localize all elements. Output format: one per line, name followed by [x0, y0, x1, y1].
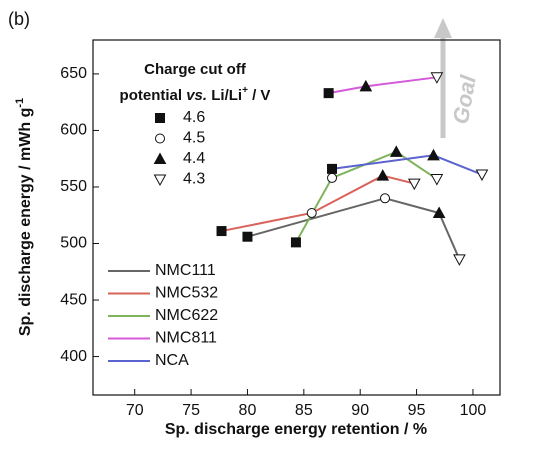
legend-label: NMC622 — [155, 307, 218, 324]
series-line — [328, 76, 437, 95]
y-tick-label: 400 — [60, 348, 87, 365]
y-tick-label: 650 — [60, 65, 87, 82]
data-point — [306, 207, 317, 218]
data-point — [323, 88, 334, 99]
x-tick-label: 85 — [295, 402, 313, 419]
legend-label: 4.4 — [183, 150, 205, 167]
x-axis-label: Sp. discharge energy retention / % — [165, 421, 427, 438]
data-point — [407, 178, 421, 191]
marker-legend-title: Charge cut off — [144, 61, 247, 78]
legend-label: NMC811 — [155, 330, 217, 347]
x-tick-label: 95 — [408, 402, 426, 419]
title-part: vs. — [186, 87, 207, 104]
data-point — [359, 79, 373, 92]
data-point — [475, 169, 489, 182]
goal-arrow — [434, 18, 452, 138]
y-tick-label: 550 — [60, 178, 87, 195]
legend-label: NCA — [155, 352, 189, 369]
legend-marker — [153, 152, 167, 164]
x-tick-label: 75 — [182, 402, 200, 419]
x-tick-label: 70 — [126, 402, 144, 419]
data-point — [327, 172, 338, 183]
goal-annotation: Goal — [448, 73, 481, 126]
x-tick-label: 90 — [351, 402, 369, 419]
legend-label: 4.5 — [183, 130, 205, 147]
legend-marker — [155, 113, 165, 123]
series-line — [221, 174, 415, 233]
y-label-text: Sp. discharge energy / mWh g — [17, 108, 34, 337]
legend-label: 4.3 — [183, 171, 205, 188]
legend-label: 4.6 — [183, 109, 205, 126]
x-tick-label: 80 — [239, 402, 257, 419]
series-line — [247, 197, 461, 260]
data-point — [430, 174, 444, 186]
title-part: / V — [248, 87, 271, 104]
marker-legend-title: potential vs. Li/Li+ / V — [120, 85, 271, 104]
legend-label: NMC532 — [155, 285, 218, 302]
data-point — [290, 237, 301, 248]
y-tick-label: 450 — [60, 291, 87, 308]
y-label-sup: -1 — [14, 98, 26, 108]
arrow-head — [434, 18, 452, 38]
title-part: + — [242, 85, 248, 96]
y-axis-label: Sp. discharge energy / mWh g-1 — [14, 98, 34, 336]
panel-label: (b) — [8, 9, 30, 29]
data-point — [430, 72, 444, 84]
legend-label: NMC111 — [155, 262, 216, 279]
data-point — [216, 226, 227, 237]
y-tick-label: 600 — [60, 122, 87, 139]
data-point — [389, 145, 403, 157]
data-point — [327, 163, 338, 174]
title-part: potential — [120, 87, 187, 104]
legend-marker — [153, 174, 167, 187]
series-line — [331, 154, 483, 176]
plot-frame — [92, 39, 501, 396]
data-point — [376, 169, 390, 181]
y-tick-label: 500 — [60, 235, 87, 252]
data-point — [453, 254, 466, 266]
data-point — [427, 148, 440, 161]
title-part: Li/Li — [207, 87, 242, 104]
data-point — [242, 231, 253, 242]
x-tick-label: 100 — [460, 402, 487, 419]
legend-marker — [155, 133, 165, 144]
series-line — [295, 150, 438, 243]
data-point — [432, 206, 446, 218]
data-point — [380, 193, 391, 204]
